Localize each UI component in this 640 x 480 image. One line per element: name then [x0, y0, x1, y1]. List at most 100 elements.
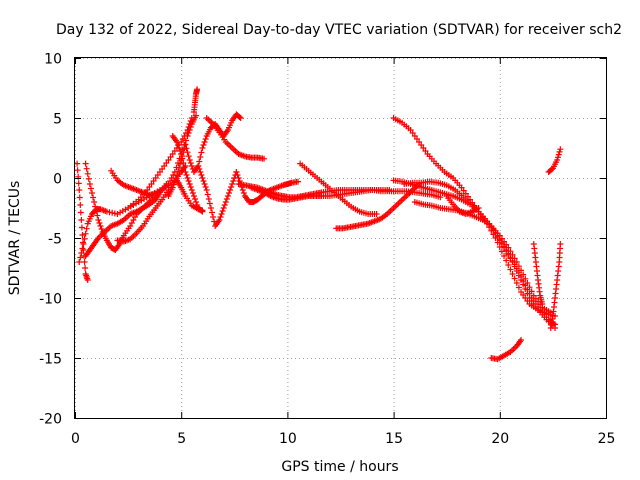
data-point: [524, 280, 531, 286]
data-point: [185, 124, 192, 130]
data-point: [239, 187, 246, 193]
data-point: [82, 160, 89, 167]
data-point: [186, 157, 193, 163]
data-point: [225, 190, 232, 196]
data-point: [177, 160, 184, 167]
data-point: [515, 284, 522, 291]
chart-title: Day 132 of 2022, Sidereal Day-to-day VTE…: [56, 22, 622, 38]
x-tick-label: 25: [598, 431, 616, 447]
data-point: [554, 157, 561, 163]
data-point: [208, 209, 215, 216]
data-point: [78, 224, 85, 231]
data-point: [97, 223, 104, 229]
data-point: [518, 267, 525, 274]
data-point: [200, 178, 207, 184]
data-point: [509, 271, 516, 277]
data-point: [76, 194, 83, 201]
data-point: [77, 254, 84, 261]
data-point: [223, 196, 230, 202]
data-point: [187, 160, 194, 166]
series-arc-27: [547, 241, 564, 331]
data-point: [179, 155, 186, 162]
data-point: [183, 145, 190, 152]
x-axis-label: GPS time / hours: [281, 459, 398, 475]
data-point: [295, 178, 302, 185]
data-point: [210, 214, 217, 220]
data-point: [557, 241, 564, 247]
data-point: [202, 184, 209, 190]
data-point: [77, 202, 84, 208]
data-point: [190, 193, 197, 199]
series-arc-16: [248, 184, 393, 203]
x-tick-label: 5: [177, 431, 186, 447]
y-tick-label: 10: [44, 52, 62, 68]
data-point: [177, 148, 184, 154]
data-point: [228, 184, 235, 190]
data-point: [202, 136, 209, 142]
data-point: [218, 211, 225, 217]
data-point: [95, 217, 102, 223]
data-point: [557, 146, 564, 153]
data-point: [224, 193, 231, 199]
data-point: [217, 214, 224, 220]
data-point: [98, 226, 105, 232]
data-point: [175, 142, 182, 148]
series-arc-06: [190, 86, 201, 115]
y-tick-label: -10: [39, 292, 62, 308]
data-point: [183, 172, 190, 178]
data-point: [94, 212, 101, 219]
series-arc-25: [530, 241, 546, 307]
data-point: [198, 149, 205, 156]
data-point: [511, 275, 518, 282]
data-point: [556, 148, 563, 155]
data-point: [186, 181, 193, 187]
data-point: [188, 187, 195, 193]
data-point: [193, 199, 200, 205]
data-point: [88, 190, 95, 196]
data-point: [76, 187, 83, 193]
data-point: [505, 244, 512, 251]
data-point: [81, 235, 88, 242]
data-point: [86, 181, 93, 187]
data-point: [80, 241, 87, 247]
data-point: [528, 288, 535, 295]
data-point: [82, 230, 89, 237]
data-point: [199, 145, 206, 151]
data-point: [81, 259, 88, 265]
data-point: [85, 175, 92, 182]
data-point: [180, 160, 187, 166]
data-point: [219, 208, 226, 214]
series-arc-17: [297, 160, 380, 217]
data-point: [555, 151, 562, 158]
series-arc-18: [333, 181, 423, 232]
data-point: [509, 251, 516, 258]
data-point: [197, 154, 204, 160]
ticks: 0 5 10 15 20 25 -20 -15 -10 -5 0 5 10: [39, 52, 615, 448]
series-arc-19: [390, 115, 559, 319]
series-arc-13: [203, 115, 268, 162]
data-point: [175, 168, 182, 175]
data-point: [187, 184, 194, 190]
data-point: [91, 199, 98, 205]
data-point: [201, 139, 208, 145]
data-point: [184, 127, 191, 133]
data-point: [526, 284, 533, 291]
data-point: [507, 266, 514, 273]
data-point: [201, 181, 208, 187]
data-point: [505, 262, 512, 268]
data-point: [181, 164, 188, 171]
data-point: [185, 178, 192, 184]
data-point: [235, 175, 242, 181]
data-point: [184, 149, 191, 156]
data-point: [184, 175, 191, 181]
data-point: [74, 167, 81, 174]
data-point: [547, 309, 554, 316]
series-arc-11: [173, 177, 206, 214]
y-tick-label: -15: [39, 352, 62, 368]
data-point: [522, 275, 529, 282]
plot-frame: [74, 57, 607, 419]
data-point: [196, 158, 203, 165]
data-point: [189, 190, 196, 196]
data-point: [539, 301, 546, 307]
